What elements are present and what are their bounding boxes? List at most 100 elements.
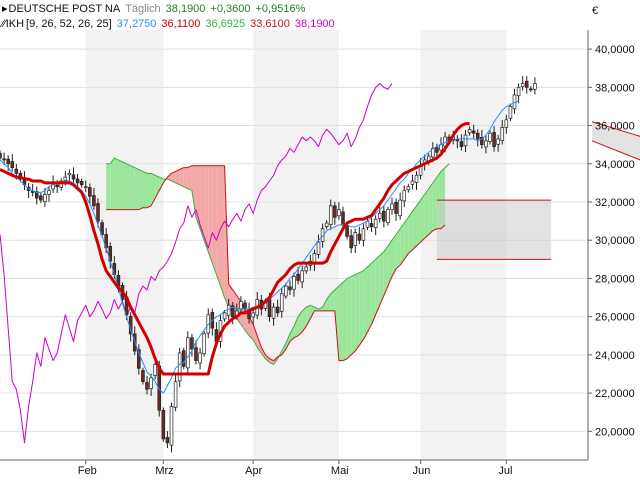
x-tick-label: Mai: [331, 465, 349, 477]
cloud-segment: [134, 167, 139, 210]
candle: [194, 340, 198, 365]
candles: [0, 76, 537, 453]
candle-body: [377, 213, 382, 219]
x-tick-label: Jun: [413, 465, 431, 477]
candle: [169, 402, 174, 453]
cloud-segment: [212, 165, 217, 275]
candle-body: [304, 266, 309, 272]
cloud-segment: [183, 167, 188, 189]
candle: [186, 331, 190, 374]
candle-body: [10, 161, 15, 168]
cloud-segment: [375, 255, 380, 315]
candle-body: [324, 222, 329, 227]
candle-body: [2, 158, 6, 161]
month-band: [253, 30, 339, 460]
candle-body: [181, 350, 186, 367]
channel-upper-line[interactable]: [591, 121, 640, 147]
chart-header-line1: ▸DEUTSCHE POST NA Täglich 38,1900 +0,3600 +0…: [2, 2, 310, 16]
channel-area: [592, 121, 640, 160]
candle-body: [369, 223, 374, 228]
cloud-segment: [171, 171, 176, 183]
candle: [508, 103, 513, 122]
cloud-segment: [249, 316, 254, 340]
candle: [251, 308, 255, 325]
candle-body: [398, 199, 402, 217]
candle-body: [520, 83, 525, 87]
cloud-segment: [396, 228, 401, 269]
candle-body: [353, 232, 358, 246]
candle: [165, 431, 170, 448]
cloud-segment: [371, 259, 376, 325]
candle-body: [251, 312, 255, 318]
candle-body: [63, 176, 68, 181]
y-tick-label: 28,0000: [595, 273, 635, 285]
candle: [141, 367, 145, 385]
candle-body: [284, 285, 288, 297]
candle-body: [529, 88, 533, 91]
candle: [161, 407, 166, 442]
candle: [459, 134, 464, 151]
candle: [512, 88, 517, 114]
collapse-triangle-icon[interactable]: ▸: [2, 3, 8, 15]
candle: [475, 129, 480, 147]
y-tick-label: 40,0000: [595, 44, 635, 56]
candle: [524, 76, 529, 94]
candle: [39, 193, 43, 203]
period-label: Täglich: [125, 3, 161, 15]
cloud-segment: [298, 310, 303, 336]
cloud-segment: [200, 165, 205, 241]
candle-body: [173, 381, 178, 408]
candle-body: [169, 406, 174, 446]
candle: [6, 155, 10, 172]
y-tick-label: 38,0000: [595, 82, 635, 94]
candle: [71, 167, 76, 184]
range-box[interactable]: [436, 200, 552, 260]
cloud-segment: [302, 307, 307, 332]
candle: [284, 283, 288, 299]
last-price: 38,1900: [165, 3, 206, 15]
senkou-b-value: 33,6100: [250, 18, 290, 30]
candle: [337, 202, 341, 220]
cloud-segment: [416, 200, 421, 246]
candle-body: [194, 347, 198, 361]
candle: [484, 135, 488, 154]
y-tick-label: 22,0000: [595, 388, 635, 400]
senkou-b-line: [106, 165, 446, 362]
cloud-segment: [220, 165, 225, 298]
y-tick-label: 36,0000: [595, 121, 635, 133]
candle-body: [402, 190, 407, 202]
cloud-segment: [400, 223, 405, 266]
candle: [316, 234, 321, 259]
candle: [463, 129, 468, 153]
candle: [279, 288, 284, 318]
cloud-segment: [106, 163, 111, 210]
currency-label: €: [592, 5, 598, 17]
candle-body: [43, 194, 47, 202]
candle-body: [516, 86, 521, 97]
candle-body: [414, 174, 419, 183]
kijun-line: [0, 122, 470, 376]
cloud-segment: [114, 158, 119, 210]
cloud-segment: [383, 245, 388, 296]
candle-body: [459, 141, 464, 147]
candle-body: [406, 186, 411, 191]
y-tick-label: 34,0000: [595, 159, 635, 171]
candle-body: [149, 377, 153, 389]
cloud-segment: [179, 167, 184, 187]
candle-body: [14, 168, 19, 174]
cloud-segment: [432, 177, 437, 231]
kijun-value: 36,1100: [161, 18, 201, 30]
candle-body: [435, 147, 439, 153]
candle-body: [504, 119, 509, 128]
candle: [202, 331, 206, 357]
candle-body: [533, 83, 537, 90]
candle-body: [6, 158, 10, 165]
cloud-segment: [428, 182, 433, 235]
candle: [353, 228, 358, 254]
candle-body: [361, 228, 366, 241]
candle: [304, 264, 309, 274]
candle: [177, 347, 182, 388]
channel-lower-line[interactable]: [591, 140, 640, 173]
candle: [288, 280, 292, 296]
